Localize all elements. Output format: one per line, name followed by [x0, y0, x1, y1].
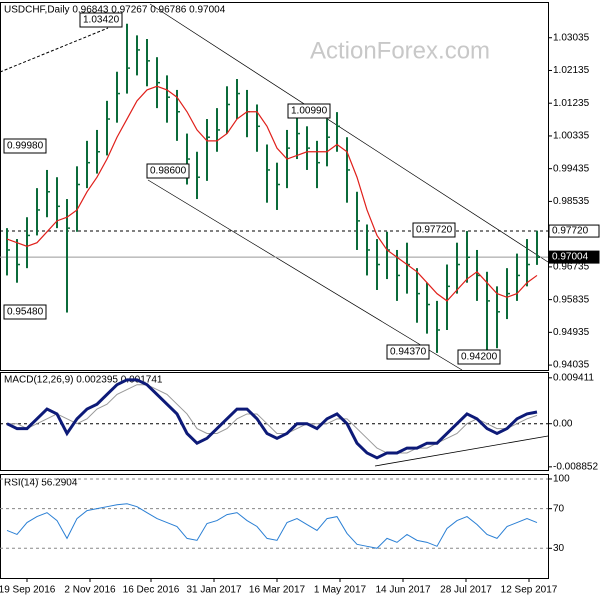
watermark: ActionForex.com: [310, 37, 490, 64]
level-label: 0.97004: [552, 252, 589, 263]
annotation-box: [3, 304, 47, 320]
annotation-box: [457, 349, 501, 365]
trend-line: [147, 179, 463, 371]
x-tick-label: 16 Dec 2016: [123, 585, 180, 596]
moving-average: [6, 85, 538, 302]
annotation-label: 0.94370: [390, 347, 427, 358]
annotation-box: [287, 103, 331, 119]
macd-trend-line: [374, 435, 549, 467]
macd-frame: [0, 372, 549, 471]
y-tick-label: 0.98535: [553, 196, 590, 207]
y-tick-label: 0.96735: [553, 262, 590, 273]
y-tick-label: 0.99435: [553, 163, 590, 174]
x-tick-label: 14 Jun 2017: [375, 585, 430, 596]
level-box: [548, 250, 600, 264]
y-tick-label: 1.02135: [553, 65, 590, 76]
annotation-label: 0.99980: [7, 141, 44, 152]
rsi-line: [6, 503, 538, 549]
x-tick-label: 12 Sep 2017: [501, 585, 558, 596]
rsi-title: RSI(14) 56.2904: [4, 478, 78, 489]
x-tick-label: 1 May 2017: [314, 585, 367, 596]
y-tick-label: -0.008852: [553, 461, 598, 472]
x-tick-label: 2 Nov 2016: [64, 585, 116, 596]
annotation-box: [412, 222, 456, 238]
annotation-label: 1.03420: [83, 15, 120, 26]
chart-title: USDCHF,Daily 0.96843 0.97267 0.96786 0.9…: [4, 5, 226, 16]
macd-line: [6, 378, 538, 460]
y-tick-label: 0.95835: [553, 294, 590, 305]
rsi-frame: [0, 474, 549, 579]
trend-line: [0, 27, 109, 73]
annotation-label: 0.98600: [150, 166, 187, 177]
x-tick-label: 28 Jul 2017: [440, 585, 492, 596]
trend-line: [149, 3, 549, 263]
annotation-label: 1.00990: [291, 106, 328, 117]
y-tick-label: 1.00335: [553, 131, 590, 142]
y-tick-label: 0.009411: [553, 372, 594, 383]
x-tick-label: 31 Jan 2017: [186, 585, 241, 596]
y-tick-label: 1.01235: [553, 98, 590, 109]
annotation-box: [146, 163, 190, 179]
y-tick-label: 0.00: [553, 418, 573, 429]
x-tick-label: 16 Mar 2017: [249, 585, 306, 596]
y-tick-label: 30: [553, 543, 565, 554]
annotation-box: [3, 138, 47, 154]
x-tick-label: 19 Sep 2016: [0, 585, 56, 596]
level-box: [548, 224, 600, 238]
y-tick-label: 1.03035: [553, 32, 590, 43]
annotation-label: 0.94200: [461, 352, 498, 363]
price-frame: [0, 2, 549, 371]
macd-title: MACD(12,26,9) 0.002395 0.001741: [4, 375, 163, 386]
signal-line: [7, 384, 538, 454]
y-tick-label: 0.94935: [553, 327, 590, 338]
annotation-label: 0.95480: [7, 307, 44, 318]
level-label: 0.97720: [552, 226, 589, 237]
y-tick-label: 0.94035: [553, 360, 590, 371]
y-tick-label: 100: [553, 474, 570, 485]
annotation-label: 0.97720: [416, 225, 453, 236]
y-tick-label: 70: [553, 503, 565, 514]
annotation-box: [386, 344, 430, 360]
annotation-box: [79, 12, 123, 28]
